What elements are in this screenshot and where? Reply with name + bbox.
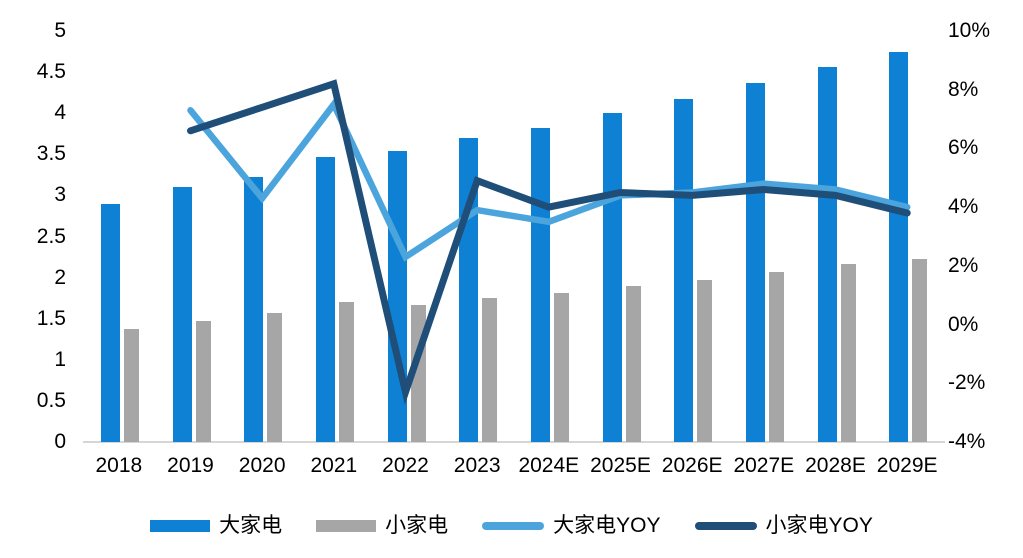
right-axis-tick-label: -2% — [948, 371, 986, 395]
x-axis-label: 2029E — [876, 454, 938, 477]
right-axis-tick-label: 4% — [948, 195, 979, 219]
left-axis-tick-label: 4.5 — [36, 60, 66, 84]
bar-major-appliances — [459, 137, 479, 442]
x-axis-label: 2027E — [733, 454, 795, 477]
legend: 大家电 小家电 大家电YOY 小家电YOY — [0, 513, 1023, 539]
bar-major-appliances — [745, 82, 765, 442]
legend-bar-swatch-icon — [316, 520, 377, 532]
bar-small-appliances — [267, 312, 283, 442]
bar-small-appliances — [195, 321, 211, 442]
bar-small-appliances — [123, 328, 139, 442]
left-axis-tick-label: 0 — [54, 430, 66, 453]
legend-line-swatch-icon — [482, 522, 545, 530]
bar-major-appliances — [889, 52, 909, 442]
bar-small-appliances — [840, 263, 856, 442]
legend-item: 大家电YOY — [482, 513, 661, 539]
left-axis-tick-label: 3 — [54, 183, 66, 207]
left-axis-tick-label: 0.5 — [36, 388, 66, 412]
bar-small-appliances — [912, 258, 928, 442]
bar-small-appliances — [697, 280, 713, 442]
x-axis-label: 2026E — [661, 454, 723, 477]
bar-small-appliances — [338, 302, 354, 442]
legend-label: 大家电YOY — [553, 514, 661, 537]
left-axis-tick-label: 1 — [54, 347, 66, 371]
legend-bar-swatch-icon — [150, 520, 211, 532]
left-axis-tick-label: 2 — [54, 265, 66, 289]
left-axis-tick-label: 1.5 — [36, 306, 66, 330]
legend-line-swatch-icon — [694, 522, 757, 530]
x-axis-label: 2024E — [518, 454, 580, 477]
bar-major-appliances — [387, 151, 407, 442]
legend-item: 大家电 — [150, 513, 282, 539]
x-axis-line — [83, 441, 945, 443]
legend-item: 小家电YOY — [694, 513, 873, 539]
x-axis-label: 2020 — [238, 454, 286, 477]
x-axis-label: 2028E — [805, 454, 866, 477]
right-axis-tick-label: 8% — [948, 77, 979, 101]
x-axis-label: 2018 — [95, 454, 143, 477]
bar-major-appliances — [315, 156, 335, 442]
x-axis-label: 2025E — [590, 454, 651, 477]
legend-label: 小家电 — [385, 514, 449, 537]
bar-major-appliances — [530, 127, 550, 442]
bar-major-appliances — [244, 177, 264, 442]
bar-small-appliances — [553, 293, 569, 442]
right-axis-tick-label: 10% — [948, 19, 991, 42]
left-axis-tick-label: 2.5 — [36, 224, 66, 248]
right-axis-tick-label: -4% — [948, 430, 986, 453]
x-axis-label: 2023 — [453, 454, 501, 477]
left-axis-tick-label: 4 — [54, 101, 66, 125]
left-axis-tick-label: 5 — [54, 19, 66, 42]
legend-label: 小家电YOY — [765, 514, 873, 537]
bar-small-appliances — [410, 304, 426, 442]
bar-small-appliances — [625, 285, 641, 442]
x-axis-label: 2022 — [382, 454, 429, 477]
x-axis-label: 2019 — [167, 454, 214, 477]
x-axis-label: 2021 — [310, 454, 358, 477]
bar-major-appliances — [172, 187, 192, 442]
bar-small-appliances — [768, 271, 784, 442]
left-axis-tick-label: 3.5 — [36, 142, 66, 166]
bar-small-appliances — [482, 298, 498, 442]
legend-label: 大家电 — [219, 514, 283, 537]
right-axis-tick-label: 0% — [948, 312, 979, 336]
bar-major-appliances — [817, 67, 837, 442]
bar-major-appliances — [674, 99, 694, 442]
right-axis-tick-label: 2% — [948, 253, 979, 277]
bar-major-appliances — [100, 203, 120, 442]
right-axis-tick-label: 6% — [948, 136, 979, 160]
bar-major-appliances — [602, 113, 622, 442]
legend-item: 小家电 — [316, 513, 448, 539]
